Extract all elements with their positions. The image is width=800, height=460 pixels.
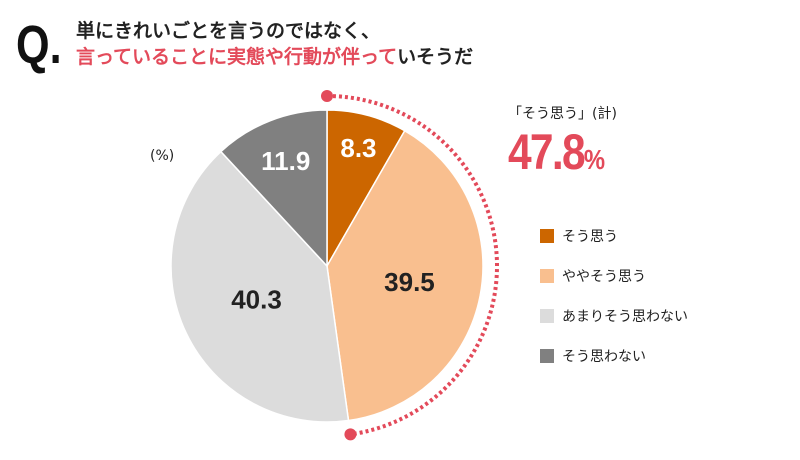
pie-slice-2	[326, 129, 484, 422]
question-mark: Q.	[16, 15, 62, 75]
legend-swatch	[540, 309, 554, 323]
summary-unit: %	[583, 144, 605, 175]
pie-slice-3	[170, 150, 350, 423]
arc-start-dot	[321, 90, 333, 102]
legend-item: ややそう思う	[540, 266, 688, 286]
legend-label: そう思わない	[562, 349, 646, 365]
slice-label-3: 40.3	[231, 284, 282, 314]
slice-label-1: 8.3	[340, 133, 376, 163]
slice-label-4: 11.9	[261, 146, 310, 176]
legend-item: あまりそう思わない	[540, 306, 688, 326]
legend-swatch	[540, 269, 554, 283]
legend-label: ややそう思う	[562, 269, 646, 285]
legend-label: あまりそう思わない	[562, 309, 688, 325]
title-highlight: 言っていることに実態や行動が伴って	[76, 46, 398, 68]
title-line-1: 単にきれいごとを言うのではなく、	[76, 20, 381, 42]
arc-end-dot	[344, 428, 357, 441]
slice-label-2: 39.5	[384, 267, 435, 297]
legend: そう思うややそう思うあまりそう思わない そう思わない	[540, 226, 688, 386]
legend-label: そう思う	[562, 229, 618, 245]
legend-swatch	[540, 349, 554, 363]
title-line-2: 言っていることに実態や行動が伴っていそうだ	[76, 44, 473, 70]
summary-label: 「そう思う」(計)	[508, 106, 617, 122]
legend-item: そう思う	[540, 226, 688, 246]
legend-swatch	[540, 229, 554, 243]
summary-value: 47.8%	[508, 124, 605, 188]
summary-number: 47.8	[508, 124, 586, 180]
legend-item: そう思わない	[540, 346, 688, 366]
question-title: 単にきれいごとを言うのではなく、 言っていることに実態や行動が伴っていそうだ	[76, 18, 473, 70]
unit-label: (%)	[150, 148, 175, 164]
title-rest: いそうだ	[397, 46, 474, 68]
pie-slice-4	[219, 109, 328, 268]
highlight-arc	[326, 94, 499, 437]
